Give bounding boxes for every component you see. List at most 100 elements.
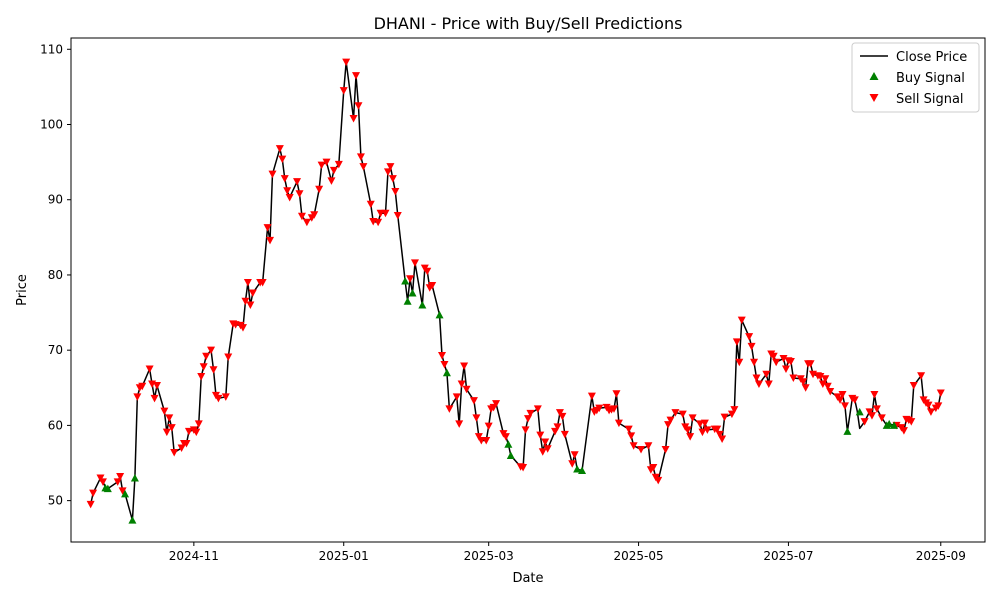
sell-signal-marker	[285, 193, 294, 202]
buy-signal-marker	[103, 484, 112, 493]
buy-signal-marker	[408, 289, 417, 297]
buy-signal-marker	[890, 421, 899, 429]
sell-signal-marker	[383, 168, 392, 176]
sell-signal-marker	[555, 409, 564, 417]
legend-box	[851, 42, 980, 113]
sell-signal-marker	[752, 374, 761, 383]
sell-signal-marker	[519, 464, 528, 472]
sell-signal-marker	[715, 430, 724, 439]
sell-signal-marker	[732, 338, 741, 346]
y-tick-label: 70	[48, 343, 63, 357]
sell-signal-marker	[917, 372, 926, 380]
sell-signal-marker	[241, 297, 250, 306]
sell-signal-marker	[455, 420, 464, 428]
sell-signal-marker	[735, 358, 744, 367]
sell-signal-marker	[89, 489, 98, 498]
sell-signal-marker	[772, 358, 781, 367]
sell-signal-marker	[700, 419, 709, 428]
sell-signal-marker	[118, 487, 127, 495]
sell-signal-marker	[352, 72, 361, 80]
legend-label-sell: Sell Signal	[896, 92, 964, 107]
x-tick-label: 2025-05	[613, 549, 663, 563]
sell-signal-marker	[462, 385, 471, 394]
sell-signal-marker	[209, 366, 218, 374]
y-tick-label: 90	[48, 193, 63, 207]
sell-signal-marker	[150, 394, 159, 403]
sell-signal-marker	[627, 432, 636, 440]
sell-signal-marker	[440, 360, 449, 369]
buy-signal-marker	[573, 465, 582, 473]
sell-signal-marker	[221, 393, 230, 401]
buy-signal-marker	[855, 407, 864, 416]
sell-signal-marker	[410, 259, 419, 267]
sell-signal-marker	[182, 439, 191, 448]
sell-signal-marker	[754, 380, 763, 389]
sell-signal-marker	[713, 425, 722, 434]
sell-signal-marker	[386, 163, 395, 171]
sell-signal-marker	[315, 185, 324, 194]
sell-signal-marker	[246, 301, 255, 310]
sell-signal-marker	[293, 178, 302, 186]
sell-signal-marker	[836, 396, 845, 404]
sell-signal-marker	[327, 177, 336, 185]
sell-signal-marker	[381, 209, 390, 218]
sell-signal-marker	[423, 267, 432, 276]
sell-signal-marker	[860, 418, 869, 426]
sell-signal-marker	[568, 460, 577, 468]
y-axis-title: Price	[15, 274, 30, 306]
sell-signal-marker	[460, 362, 469, 370]
sell-signal-marker	[116, 473, 125, 481]
sell-signal-marker	[438, 351, 447, 360]
sell-signal-marker	[339, 87, 348, 95]
sell-signal-marker	[654, 476, 663, 485]
sell-signal-marker	[359, 163, 368, 171]
y-axis: 50 60 70 80 90 100 110	[40, 42, 71, 508]
sell-signal-marker	[457, 380, 466, 389]
legend-swatch-sell	[869, 94, 879, 102]
y-tick-label: 110	[40, 42, 63, 56]
sell-signal-marker	[637, 445, 646, 454]
sell-signal-marker	[553, 423, 562, 431]
sell-signal-marker	[391, 187, 400, 196]
sell-signal-marker	[329, 166, 338, 175]
legend-swatch-buy	[869, 72, 879, 80]
sell-signal-marker	[612, 390, 621, 398]
sell-signal-marker	[926, 408, 935, 416]
sell-signal-marker	[524, 415, 532, 423]
legend-label-buy: Buy Signal	[896, 71, 965, 86]
sell-signal-marker	[199, 363, 208, 371]
sell-signal-marker	[167, 424, 176, 432]
sell-signal-marker	[406, 275, 415, 283]
sell-signal-marker	[806, 360, 815, 368]
sell-signal-marker	[826, 388, 835, 396]
sell-signal-marker	[238, 324, 247, 332]
buy-signal-marker	[885, 419, 894, 428]
buy-signal-marker	[504, 440, 513, 448]
sell-signal-marker	[162, 428, 171, 437]
sell-signal-marker	[838, 391, 847, 399]
sell-signal-marker	[248, 289, 257, 298]
x-tick-label: 2024-11	[169, 549, 219, 563]
sell-signal-marker	[192, 428, 201, 437]
buy-signal-marker	[435, 310, 444, 319]
sell-signal-marker	[786, 357, 795, 366]
x-tick-label: 2025-01	[319, 549, 369, 563]
sell-signal-marker	[560, 430, 569, 439]
sell-signal-marker	[624, 425, 633, 434]
sell-signal-marker	[160, 407, 169, 416]
sell-signal-marker	[194, 420, 203, 428]
sell-signal-marker	[263, 224, 272, 232]
buy-signal-marker	[843, 427, 852, 435]
plot-area	[86, 58, 945, 524]
sell-signal-marker	[779, 354, 788, 363]
sell-signal-marker	[730, 406, 739, 414]
sell-signal-marker	[821, 375, 830, 383]
sell-signal-marker	[909, 382, 918, 390]
sell-signal-marker	[334, 160, 343, 169]
x-tick-label: 2025-03	[464, 549, 514, 563]
sell-signal-marker	[258, 278, 267, 287]
buy-signal-marker	[418, 301, 427, 309]
sell-signal-marker	[801, 384, 810, 392]
sell-signal-marker	[317, 161, 326, 170]
